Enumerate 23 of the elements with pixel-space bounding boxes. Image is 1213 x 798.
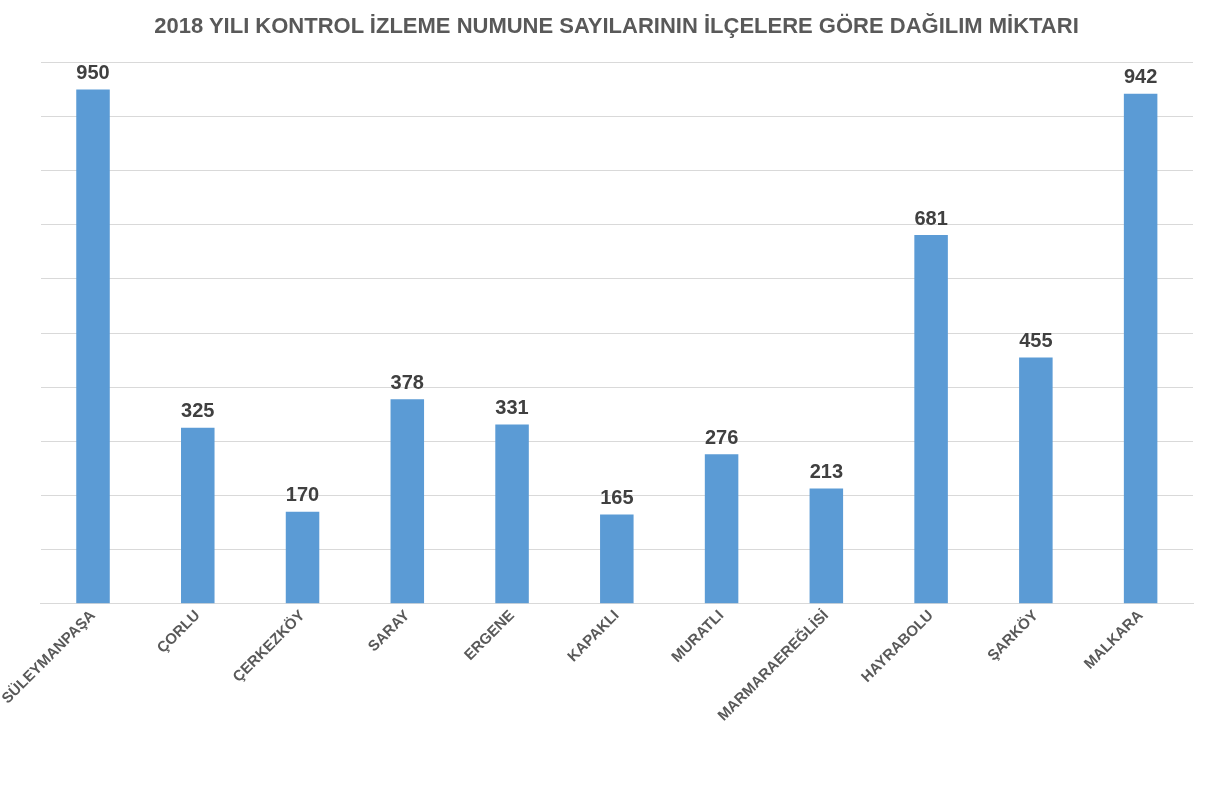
data-label: 165	[600, 485, 634, 508]
bar	[704, 454, 739, 604]
data-label: 942	[1123, 65, 1158, 88]
chart-title: 2018 YILI KONTROL İZLEME NUMUNE SAYILARININ İLÇELERE GÖRE DAĞILIM MİKTARI	[154, 13, 1079, 39]
bar	[1019, 357, 1053, 604]
bar	[1123, 93, 1158, 604]
data-label: 276	[704, 425, 739, 448]
bar	[600, 514, 634, 604]
data-label: 325	[181, 399, 215, 422]
data-label: 455	[1019, 328, 1053, 351]
bar	[285, 511, 320, 604]
data-label: 950	[76, 60, 110, 83]
bar	[914, 235, 948, 604]
bar	[390, 399, 425, 604]
data-label: 681	[914, 206, 948, 229]
data-label: 170	[285, 483, 320, 506]
bar	[181, 427, 215, 604]
bar	[76, 89, 110, 604]
data-label: 378	[390, 370, 424, 393]
bar	[495, 424, 529, 604]
data-label: 331	[495, 396, 529, 419]
bar	[809, 488, 844, 604]
data-label: 213	[809, 459, 844, 482]
